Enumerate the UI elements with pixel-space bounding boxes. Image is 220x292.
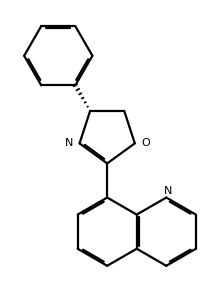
Text: O: O [141,138,150,148]
Text: N: N [65,138,73,148]
Text: N: N [164,186,173,196]
